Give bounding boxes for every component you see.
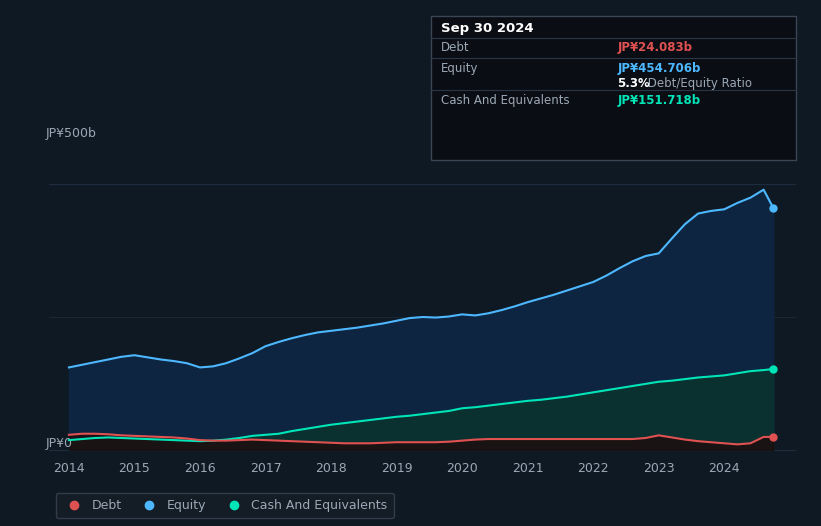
- Text: JP¥151.718b: JP¥151.718b: [617, 94, 700, 107]
- Text: Debt/Equity Ratio: Debt/Equity Ratio: [644, 77, 753, 90]
- Text: JP¥24.083b: JP¥24.083b: [617, 41, 692, 54]
- Text: JP¥0: JP¥0: [45, 437, 72, 450]
- Text: JP¥500b: JP¥500b: [45, 127, 96, 140]
- Text: JP¥454.706b: JP¥454.706b: [617, 62, 701, 75]
- Text: Equity: Equity: [441, 62, 479, 75]
- Text: 5.3%: 5.3%: [617, 77, 650, 90]
- Text: Cash And Equivalents: Cash And Equivalents: [441, 94, 570, 107]
- Text: Debt: Debt: [441, 41, 470, 54]
- Text: Sep 30 2024: Sep 30 2024: [441, 22, 534, 35]
- Legend: Debt, Equity, Cash And Equivalents: Debt, Equity, Cash And Equivalents: [56, 493, 394, 519]
